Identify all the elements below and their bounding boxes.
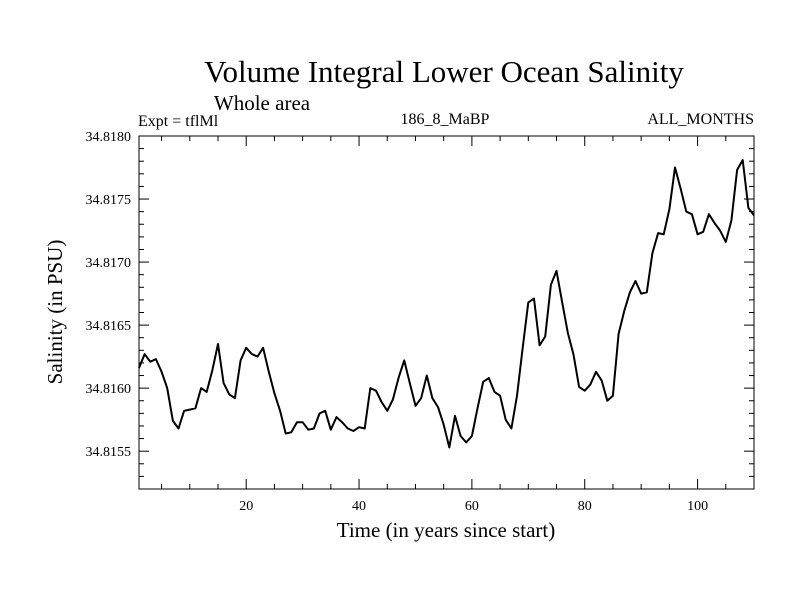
- y-tick-label: 34.8155: [86, 445, 132, 460]
- x-tick-label: 60: [465, 499, 479, 514]
- plot-frame: [138, 135, 755, 490]
- salinity-series-line: [138, 159, 755, 449]
- months-label: ALL_MONTHS: [647, 111, 754, 128]
- x-tick-label: 100: [687, 499, 708, 514]
- x-tick-label: 20: [239, 499, 253, 514]
- y-tick-label: 34.8180: [86, 130, 132, 145]
- y-tick-labels: 34.8155 34.8160 34.8165 34.8170 34.8175 34.81…: [86, 130, 132, 460]
- chart-title: Volume Integral Lower Ocean Salinity: [204, 54, 684, 89]
- y-tick-label: 34.8175: [86, 193, 132, 208]
- x-axis-label: Time (in years since start): [337, 518, 556, 542]
- y-tick-label: 34.8170: [86, 256, 132, 271]
- y-tick-label: 34.8165: [86, 319, 132, 334]
- y-tick-label: 34.8160: [86, 382, 132, 397]
- run-label: 186_8_MaBP: [401, 111, 490, 128]
- x-tick-labels: 20 40 60 80 100: [239, 499, 708, 514]
- y-axis-label: Salinity (in PSU): [43, 240, 67, 385]
- x-tick-label: 80: [578, 499, 592, 514]
- experiment-label: Expt = tflMl: [138, 113, 219, 130]
- chart-subtitle: Whole area: [214, 91, 311, 115]
- axis-ticks: [139, 135, 755, 490]
- x-tick-label: 40: [352, 499, 366, 514]
